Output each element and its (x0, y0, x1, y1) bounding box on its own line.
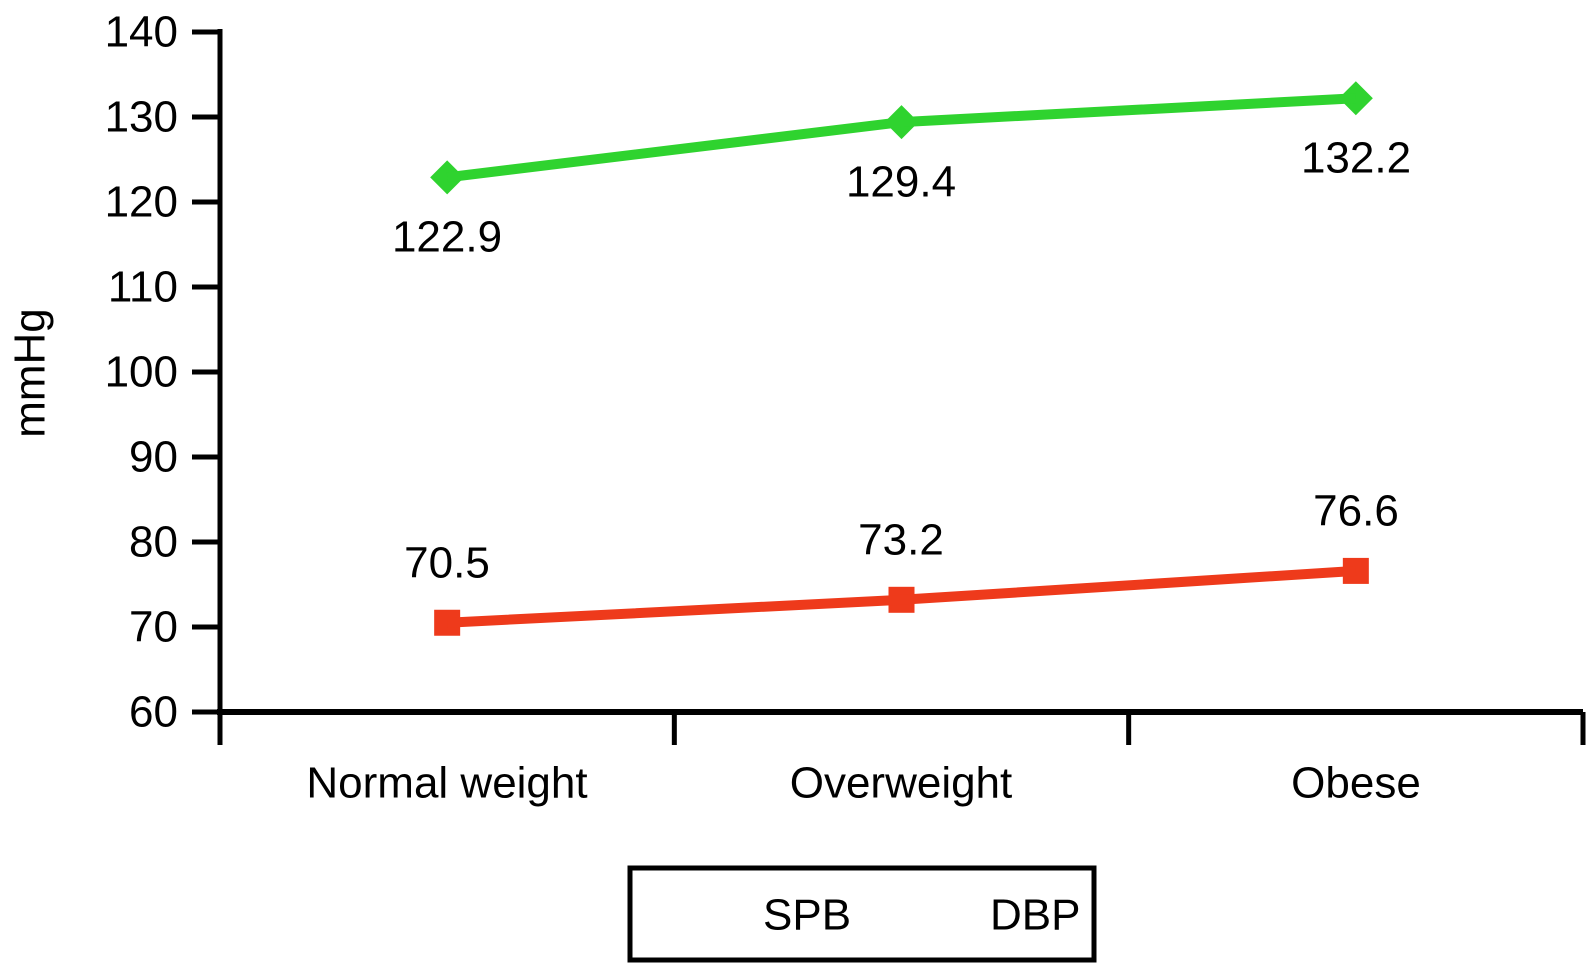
x-category-label-normal-weight: Normal weight (306, 759, 587, 808)
y-tick-label-140: 140 (105, 8, 178, 57)
legend-spb-label: SPB (763, 891, 851, 940)
y-axis-title: mmHg (6, 308, 55, 438)
y-tick-label-90: 90 (129, 433, 178, 482)
y-tick-label-60: 60 (129, 688, 178, 737)
dbp-value-label-1: 70.5 (404, 539, 490, 588)
y-tick-label-110: 110 (108, 263, 178, 312)
x-category-label-obese: Obese (1291, 759, 1421, 808)
dbp-value-label-3: 76.6 (1313, 487, 1399, 536)
spb-value-label-1: 122.9 (392, 213, 502, 262)
y-tick-label-100: 100 (105, 348, 178, 397)
y-tick-label-130: 130 (105, 93, 178, 142)
spb-value-label-3: 132.2 (1301, 134, 1411, 183)
dbp-line (446, 565, 1357, 628)
dbp-value-label-2: 73.2 (858, 516, 944, 565)
legend-box (627, 865, 1097, 963)
x-category-label-overweight: Overweight (790, 759, 1013, 808)
y-tick-label-120: 120 (105, 178, 178, 227)
spb-line (446, 93, 1357, 183)
legend-dbp-label: DBP (990, 891, 1080, 940)
y-tick-label-70: 70 (129, 603, 178, 652)
y-tick-label-80: 80 (129, 518, 178, 567)
spb-value-label-2: 129.4 (846, 158, 956, 207)
